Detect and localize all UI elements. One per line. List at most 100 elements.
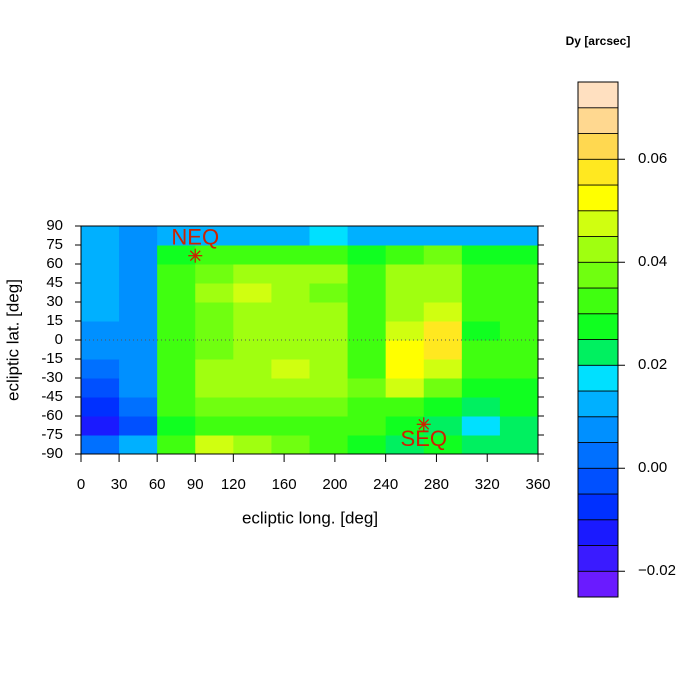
heat-cell xyxy=(461,397,501,417)
heat-cell xyxy=(499,435,539,455)
colorbar-swatch xyxy=(577,467,619,495)
x-tick-label: 320 xyxy=(475,476,500,493)
marker-label: NEQ xyxy=(171,225,219,250)
colorbar-swatch xyxy=(577,364,619,392)
y-tick-label: 75 xyxy=(46,236,63,253)
heat-cell xyxy=(461,245,501,265)
heat-cell xyxy=(347,302,387,322)
heat-cell xyxy=(195,245,234,265)
heat-cell xyxy=(195,359,234,379)
heat-cell xyxy=(233,264,272,284)
heat-cell xyxy=(119,283,158,303)
heat-cell xyxy=(461,264,501,284)
heat-cell xyxy=(347,264,387,284)
heat-cell xyxy=(233,416,272,436)
heat-cell xyxy=(119,321,158,341)
colorbar-swatch xyxy=(577,519,619,546)
heat-cell xyxy=(499,245,539,265)
colorbar-tick-label: −0.02 xyxy=(638,562,676,579)
heat-cell xyxy=(81,264,120,284)
heat-cell xyxy=(499,264,539,284)
heat-cell xyxy=(461,340,501,360)
heat-cell xyxy=(423,435,463,455)
colorbar-title: Dy [arcsec] xyxy=(566,34,631,48)
heat-cell xyxy=(347,283,387,303)
marker-star xyxy=(416,417,431,432)
colorbar-swatch xyxy=(577,545,619,572)
heat-cell xyxy=(81,226,120,246)
heat-cell xyxy=(157,302,196,322)
colorbar-swatch xyxy=(577,416,619,443)
heat-cell xyxy=(423,378,463,398)
heat-cell xyxy=(271,359,310,379)
colorbar-swatch xyxy=(577,210,619,237)
heat-cell xyxy=(119,435,158,455)
heat-cell xyxy=(81,321,120,341)
heat-cell xyxy=(423,321,463,341)
x-tick-label: 240 xyxy=(373,476,398,493)
y-tick-label: -15 xyxy=(41,350,63,367)
heat-cell xyxy=(461,378,501,398)
heat-cell xyxy=(271,302,310,322)
heat-cell xyxy=(309,397,349,417)
heat-cell xyxy=(81,397,120,417)
heat-cell xyxy=(157,321,196,341)
heat-cell xyxy=(119,302,158,322)
heat-cell xyxy=(385,416,425,436)
heat-cell xyxy=(347,397,387,417)
heat-cell xyxy=(271,283,310,303)
heat-cell xyxy=(195,283,234,303)
heat-cell xyxy=(499,302,539,322)
heat-cell xyxy=(423,340,463,360)
colorbar-swatch xyxy=(577,442,619,469)
y-tick-label: -90 xyxy=(41,445,63,462)
heat-cell xyxy=(271,321,310,341)
heat-cell xyxy=(157,340,196,360)
heat-cell xyxy=(271,340,310,360)
heat-cell xyxy=(157,435,196,455)
heat-cell xyxy=(461,435,501,455)
heat-cell xyxy=(119,245,158,265)
star-arm xyxy=(189,250,201,262)
heat-cell xyxy=(309,359,349,379)
y-tick-label: 90 xyxy=(46,217,63,234)
heat-cell xyxy=(233,378,272,398)
colorbar-tick-label: 0.04 xyxy=(638,253,667,270)
y-tick-label: -60 xyxy=(41,407,63,424)
heat-cell xyxy=(233,283,272,303)
heat-cell xyxy=(499,340,539,360)
heat-cell xyxy=(423,416,463,436)
heat-cell xyxy=(271,264,310,284)
y-tick-label: 45 xyxy=(46,274,63,291)
heat-cell xyxy=(347,226,387,246)
y-tick-label: 60 xyxy=(46,255,63,272)
heat-cell xyxy=(423,359,463,379)
x-tick-label: 30 xyxy=(111,476,128,493)
heat-cell xyxy=(81,302,120,322)
colorbar-swatch xyxy=(577,184,619,212)
colorbar-tick-label: 0.00 xyxy=(638,459,667,476)
heat-cell xyxy=(499,321,539,341)
heat-cell xyxy=(385,245,425,265)
colorbar-swatch xyxy=(577,158,619,186)
heat-cell xyxy=(347,378,387,398)
colorbar-swatch xyxy=(577,339,619,366)
heat-cell xyxy=(309,302,349,322)
heat-cell xyxy=(81,435,120,455)
heat-cell xyxy=(423,226,463,246)
heat-cell xyxy=(309,226,349,246)
y-tick-label: -45 xyxy=(41,388,63,405)
heat-cell xyxy=(271,226,310,246)
heat-cell xyxy=(119,340,158,360)
colorbar-swatch xyxy=(577,236,619,263)
y-tick-label: -30 xyxy=(41,369,63,386)
y-tick-label: 15 xyxy=(46,312,63,329)
x-tick-label: 280 xyxy=(424,476,449,493)
colorbar-swatch xyxy=(577,133,619,160)
heat-cell xyxy=(461,416,501,436)
heat-cell xyxy=(195,397,234,417)
heat-cell xyxy=(309,264,349,284)
heat-cell xyxy=(347,435,387,455)
heat-cell xyxy=(233,340,272,360)
heat-cell xyxy=(423,245,463,265)
